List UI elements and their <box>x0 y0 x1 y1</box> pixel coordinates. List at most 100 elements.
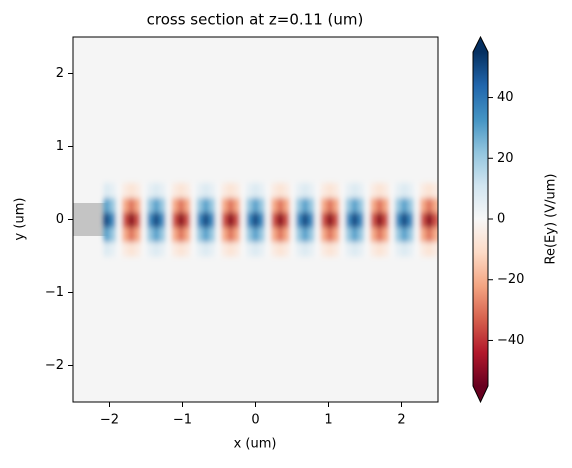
field-cell <box>239 241 247 257</box>
colorbar-extend-top <box>473 37 488 52</box>
field-cell <box>382 226 390 242</box>
field-cell <box>401 226 409 242</box>
field-cell <box>153 197 160 213</box>
field-cell <box>227 197 235 213</box>
field-cell <box>345 183 353 199</box>
field-cell <box>190 212 198 228</box>
field-cell <box>140 197 148 213</box>
field-cell <box>302 197 309 213</box>
field-cell <box>295 226 303 242</box>
field-cell <box>134 197 142 213</box>
field-cell <box>171 241 179 257</box>
field-cell <box>382 241 390 257</box>
field-cell <box>264 226 272 242</box>
field-cell <box>177 183 185 199</box>
field-cell <box>246 226 253 242</box>
field-cell <box>271 197 278 213</box>
field-cell <box>146 241 154 257</box>
field-cell <box>339 241 347 257</box>
field-cell <box>208 226 216 242</box>
field-cell <box>419 212 427 228</box>
y-tick-label: 1 <box>56 139 64 154</box>
field-cell <box>258 226 266 242</box>
field-cell <box>357 183 365 199</box>
field-cell <box>184 226 191 242</box>
field-cell <box>308 183 316 199</box>
field-cell <box>370 212 378 228</box>
field-cell <box>401 197 409 213</box>
field-cell <box>277 183 285 199</box>
field-cell <box>109 183 117 199</box>
field-cell <box>109 197 117 213</box>
field-cell <box>345 226 353 242</box>
y-tick-label: 0 <box>56 212 64 227</box>
field-cell <box>432 226 438 242</box>
field-cell <box>357 241 365 257</box>
field-cell <box>246 212 253 228</box>
field-cell <box>115 241 123 257</box>
field-cell <box>109 241 117 257</box>
field-cell <box>407 226 415 242</box>
field-cell <box>333 226 340 242</box>
field-cell <box>134 241 142 257</box>
field-cell <box>252 226 260 242</box>
field-cell <box>103 197 111 213</box>
field-cell <box>252 183 260 199</box>
field-cell <box>370 241 378 257</box>
axes: −2 −1 0 1 2 −2 −1 0 1 2 <box>45 66 406 428</box>
field-cell <box>320 226 328 242</box>
field-cell <box>432 241 438 257</box>
field-cell <box>122 241 129 257</box>
field-cell <box>271 183 278 199</box>
field-cell <box>159 226 167 242</box>
field-cell <box>103 241 111 257</box>
field-cell <box>376 197 384 213</box>
field-cell <box>314 183 322 199</box>
field-cell <box>258 241 266 257</box>
field-cell <box>109 226 117 242</box>
field-cell <box>388 226 396 242</box>
field-cell <box>134 212 142 228</box>
field-cell <box>252 241 260 257</box>
field-cell <box>314 241 322 257</box>
colorbar-tick-label: −40 <box>497 333 524 348</box>
field-cell <box>177 241 185 257</box>
field-cell <box>326 241 334 257</box>
colorbar-tick-label: 40 <box>497 90 514 105</box>
field-cell <box>376 183 384 199</box>
field-cell <box>357 212 365 228</box>
field-cell <box>146 197 154 213</box>
field-cell <box>326 226 334 242</box>
field-cell <box>153 212 160 228</box>
field-cell <box>233 212 241 228</box>
field-cell <box>264 212 272 228</box>
field-cell <box>320 212 328 228</box>
field-cell <box>134 226 142 242</box>
field-cell <box>115 197 123 213</box>
field-cell <box>432 197 438 213</box>
field-cell <box>239 197 247 213</box>
field-cell <box>289 197 297 213</box>
field-cell <box>413 226 421 242</box>
field-cell <box>165 183 173 199</box>
field-cell <box>419 183 427 199</box>
field-cell <box>103 183 111 199</box>
field-cell <box>122 226 129 242</box>
field-cell <box>128 241 136 257</box>
y-tick-label: 2 <box>56 66 64 81</box>
field-cell <box>202 183 210 199</box>
field-cell <box>283 241 291 257</box>
field-cell <box>419 197 427 213</box>
field-cell <box>140 212 148 228</box>
field-cell <box>283 212 291 228</box>
field-cell <box>227 212 235 228</box>
field-cell <box>128 226 136 242</box>
field-cell <box>202 197 210 213</box>
field-cell <box>184 197 191 213</box>
field-cell <box>357 197 365 213</box>
field-cell <box>196 241 204 257</box>
field-cell <box>177 226 185 242</box>
field-cell <box>382 212 390 228</box>
field-cell <box>320 241 328 257</box>
field-cell <box>426 241 433 257</box>
